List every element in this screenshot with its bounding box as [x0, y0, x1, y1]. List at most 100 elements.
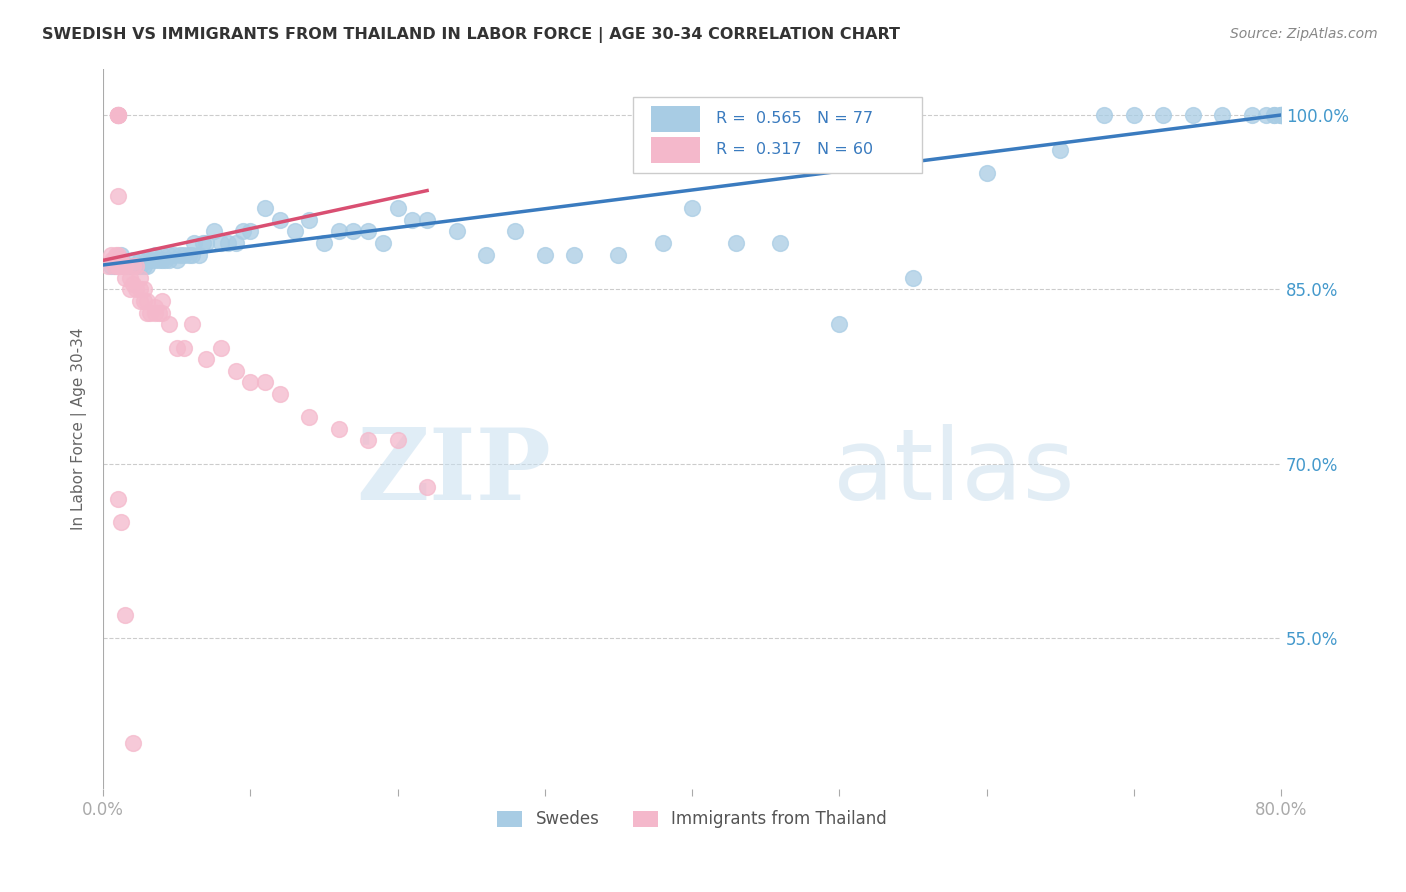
Point — [136, 293, 159, 308]
Point — [148, 305, 170, 319]
Point — [129, 270, 152, 285]
Point — [124, 282, 146, 296]
Point — [110, 253, 132, 268]
Point — [159, 318, 181, 332]
Point — [107, 259, 129, 273]
Y-axis label: In Labor Force | Age 30-34: In Labor Force | Age 30-34 — [72, 327, 87, 530]
Point — [187, 247, 209, 261]
Point — [195, 235, 218, 250]
Point — [107, 189, 129, 203]
Point — [150, 293, 173, 308]
Point — [217, 235, 239, 250]
Point — [114, 270, 136, 285]
Point — [225, 364, 247, 378]
Point — [121, 736, 143, 750]
Text: Source: ZipAtlas.com: Source: ZipAtlas.com — [1230, 27, 1378, 41]
Point — [107, 108, 129, 122]
Point — [1256, 108, 1278, 122]
Point — [725, 235, 748, 250]
Point — [269, 212, 291, 227]
Point — [139, 253, 162, 268]
Point — [110, 515, 132, 529]
Point — [1270, 108, 1292, 122]
Point — [129, 282, 152, 296]
Point — [562, 247, 585, 261]
Point — [107, 253, 129, 268]
Point — [183, 235, 205, 250]
Point — [446, 224, 468, 238]
Point — [143, 305, 166, 319]
Point — [136, 305, 159, 319]
Point — [901, 270, 924, 285]
Point — [505, 224, 527, 238]
Point — [371, 235, 394, 250]
Point — [1211, 108, 1233, 122]
Point — [159, 253, 181, 268]
Point — [209, 341, 232, 355]
Point — [107, 491, 129, 506]
Point — [166, 341, 188, 355]
Point — [114, 259, 136, 273]
Point — [328, 422, 350, 436]
Point — [298, 410, 321, 425]
Point — [298, 212, 321, 227]
Point — [114, 259, 136, 273]
Point — [1263, 108, 1285, 122]
Point — [387, 434, 409, 448]
Point — [134, 293, 156, 308]
Point — [173, 341, 195, 355]
Point — [1122, 108, 1144, 122]
Point — [107, 108, 129, 122]
Point — [828, 318, 851, 332]
Point — [118, 259, 141, 273]
Point — [1270, 108, 1292, 122]
Point — [107, 259, 129, 273]
Point — [534, 247, 557, 261]
Point — [124, 259, 146, 273]
Point — [342, 224, 364, 238]
Point — [1240, 108, 1263, 122]
Point — [134, 259, 156, 273]
Point — [209, 235, 232, 250]
Point — [1092, 108, 1115, 122]
Point — [121, 253, 143, 268]
Point — [769, 235, 792, 250]
Point — [1270, 108, 1292, 122]
Point — [143, 300, 166, 314]
Point — [107, 108, 129, 122]
Text: SWEDISH VS IMMIGRANTS FROM THAILAND IN LABOR FORCE | AGE 30-34 CORRELATION CHART: SWEDISH VS IMMIGRANTS FROM THAILAND IN L… — [42, 27, 900, 43]
Point — [166, 253, 188, 268]
Point — [312, 235, 335, 250]
Point — [232, 224, 254, 238]
Point — [110, 259, 132, 273]
Point — [143, 253, 166, 268]
Point — [607, 247, 630, 261]
Point — [121, 259, 143, 273]
Point — [475, 247, 498, 261]
Point — [110, 247, 132, 261]
Point — [1152, 108, 1174, 122]
Point — [328, 224, 350, 238]
Point — [681, 201, 703, 215]
Point — [180, 247, 202, 261]
Point — [136, 259, 159, 273]
FancyBboxPatch shape — [651, 137, 700, 163]
Point — [177, 247, 200, 261]
FancyBboxPatch shape — [633, 97, 922, 173]
Point — [105, 247, 128, 261]
Point — [173, 247, 195, 261]
Point — [357, 224, 380, 238]
Point — [150, 247, 173, 261]
Point — [118, 270, 141, 285]
Point — [107, 259, 129, 273]
Point — [180, 318, 202, 332]
Point — [193, 235, 215, 250]
FancyBboxPatch shape — [651, 106, 700, 132]
Point — [134, 282, 156, 296]
Text: R =  0.317   N = 60: R = 0.317 N = 60 — [716, 143, 873, 158]
Point — [114, 607, 136, 622]
Point — [239, 376, 262, 390]
Text: atlas: atlas — [834, 424, 1076, 521]
Point — [239, 224, 262, 238]
Point — [129, 253, 152, 268]
